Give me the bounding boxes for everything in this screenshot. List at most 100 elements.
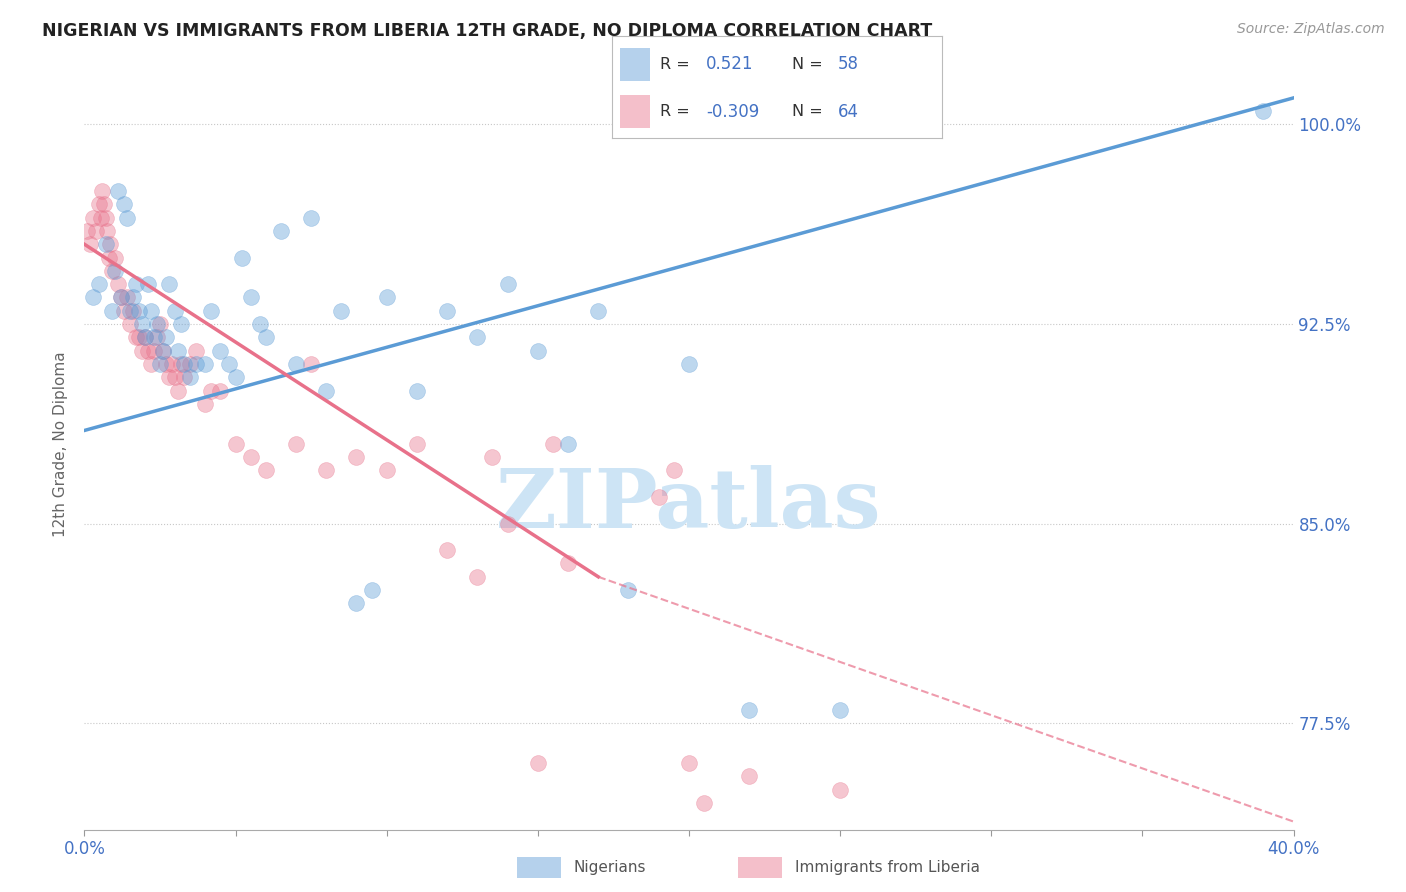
Point (136, 343, 159, 358)
Point (94, 237, 117, 252)
Point (186, 357, 208, 371)
Point (254, 330, 277, 344)
Text: N =: N = (792, 104, 823, 120)
Point (165, 370, 187, 384)
Point (170, 357, 193, 371)
Point (100, 264, 122, 278)
Text: R =: R = (659, 57, 689, 72)
Y-axis label: 12th Grade, No Diploma: 12th Grade, No Diploma (53, 351, 69, 537)
Point (249, 317, 271, 331)
Point (76, 224, 98, 238)
Point (231, 251, 253, 265)
Point (830, 703, 852, 717)
Point (82, 290, 104, 304)
Point (134, 330, 156, 344)
Point (436, 543, 458, 558)
Point (121, 303, 143, 318)
Point (86, 224, 108, 238)
Point (738, 703, 761, 717)
Text: Immigrants from Liberia: Immigrants from Liberia (794, 860, 980, 875)
Point (467, 330, 489, 344)
Point (125, 330, 148, 344)
Point (225, 370, 247, 384)
Point (315, 463, 337, 477)
Point (557, 436, 579, 450)
Bar (620, 48, 650, 81)
Text: 0.521: 0.521 (706, 55, 754, 73)
Point (170, 317, 193, 331)
Point (167, 384, 190, 398)
Point (648, 490, 671, 504)
Point (128, 303, 150, 318)
Point (167, 343, 190, 358)
Text: 58: 58 (838, 55, 859, 73)
Point (285, 357, 308, 371)
Point (527, 756, 550, 770)
Text: Source: ZipAtlas.com: Source: ZipAtlas.com (1237, 22, 1385, 37)
Point (496, 516, 519, 531)
Point (97, 251, 120, 265)
Point (139, 303, 162, 318)
Point (678, 756, 700, 770)
Bar (738, 856, 782, 879)
Point (90, 211, 112, 225)
Point (375, 290, 398, 304)
Point (107, 277, 129, 292)
Point (299, 211, 322, 225)
Text: R =: R = (659, 104, 689, 120)
Point (346, 596, 368, 610)
Point (112, 197, 135, 211)
Point (830, 782, 852, 797)
Point (155, 357, 177, 371)
Point (149, 357, 172, 371)
Point (406, 384, 429, 398)
Point (110, 290, 132, 304)
Point (115, 290, 138, 304)
Point (152, 343, 174, 358)
Point (93, 197, 115, 211)
Text: ZIPatlas: ZIPatlas (496, 466, 882, 546)
Text: NIGERIAN VS IMMIGRANTS FROM LIBERIA 12TH GRADE, NO DIPLOMA CORRELATION CHART: NIGERIAN VS IMMIGRANTS FROM LIBERIA 12TH… (42, 22, 932, 40)
Point (142, 330, 165, 344)
Point (693, 796, 716, 810)
Point (104, 264, 127, 278)
Point (89, 277, 111, 292)
Point (142, 343, 165, 358)
Point (200, 384, 222, 398)
Text: -0.309: -0.309 (706, 103, 759, 120)
Point (186, 343, 208, 358)
Point (346, 450, 368, 464)
Point (149, 317, 172, 331)
Point (588, 303, 610, 318)
Point (134, 330, 156, 344)
Point (239, 450, 262, 464)
Point (678, 357, 700, 371)
Point (173, 357, 195, 371)
Point (89, 197, 111, 211)
Point (131, 317, 153, 331)
Point (738, 769, 761, 783)
Bar (517, 856, 561, 879)
Point (110, 290, 132, 304)
Point (94, 211, 117, 225)
Point (157, 370, 180, 384)
Point (112, 303, 135, 318)
Point (160, 357, 183, 371)
Point (82, 211, 104, 225)
Point (315, 384, 337, 398)
Point (375, 463, 398, 477)
Point (121, 290, 143, 304)
Point (360, 583, 382, 598)
Point (200, 303, 222, 318)
Point (617, 583, 640, 598)
Point (165, 303, 187, 318)
Point (218, 357, 240, 371)
Bar (620, 95, 650, 128)
Point (104, 251, 127, 265)
Text: N =: N = (792, 57, 823, 72)
Point (139, 357, 162, 371)
Point (209, 343, 232, 358)
Point (194, 397, 217, 411)
Point (131, 343, 153, 358)
Point (285, 436, 308, 450)
